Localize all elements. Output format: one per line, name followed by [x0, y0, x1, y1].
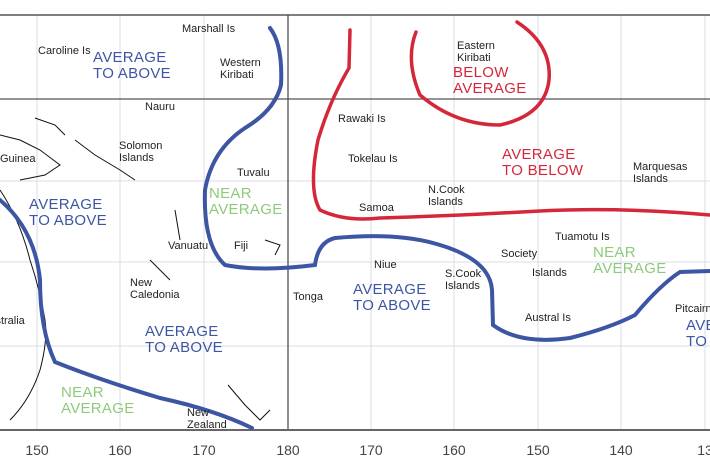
label-fiji: Fiji — [234, 240, 249, 252]
tick-label: 170 — [192, 442, 216, 458]
zone-average-to-below: AVERAGE TO BELOW — [502, 146, 584, 179]
tick-label: 13 — [697, 442, 710, 458]
coastlines — [0, 117, 281, 421]
zone-near-average-2: NEAR AVERAGE — [61, 384, 135, 417]
zone-average-to-above-4: AVERAGE TO ABOVE — [353, 281, 431, 314]
boundary-below — [311, 20, 710, 221]
tick-label: 170 — [359, 442, 383, 458]
label-western-kiribati: Western Kiribati — [220, 57, 261, 81]
graticule — [0, 15, 710, 430]
tick-label: 160 — [442, 442, 466, 458]
label-caroline: Caroline Is — [38, 45, 91, 57]
label-marquesas: Marquesas Islands — [633, 161, 688, 185]
boundary-above — [0, 26, 710, 430]
label-austral: Austral Is — [525, 312, 571, 324]
label-rawaki: Rawaki Is — [338, 113, 386, 125]
tick-label: 160 — [108, 442, 132, 458]
label-tuvalu: Tuvalu — [237, 167, 270, 179]
label-s-cook: S.Cook Islands — [445, 268, 482, 292]
label-marshall: Marshall Is — [182, 23, 236, 35]
zone-near-average-1: NEAR AVERAGE — [209, 185, 283, 218]
tick-label: 140 — [609, 442, 633, 458]
tick-label: 180 — [276, 442, 300, 458]
zone-near-average-3: NEAR AVERAGE — [593, 244, 667, 277]
label-vanuatu: Vanuatu — [168, 240, 209, 252]
zone-average-to-above-3: AVERAGE TO ABOVE — [145, 323, 223, 356]
label-eastern-kiribati: Eastern Kiribati — [457, 40, 495, 64]
label-tonga: Tonga — [293, 291, 323, 303]
label-society: Society — [501, 248, 538, 260]
label-new-caledonia: New Caledonia — [130, 277, 180, 301]
label-tuamotu: Tuamotu Is — [555, 231, 610, 243]
label-solomon: Solomon Islands — [119, 140, 163, 164]
zone-below-average: BELOW AVERAGE — [453, 64, 527, 97]
label-tokelau: Tokelau Is — [348, 153, 398, 165]
label-png: Guinea — [0, 153, 36, 165]
label-niue: Niue — [374, 259, 397, 271]
zone-average-to-above-1: AVERAGE TO ABOVE — [93, 49, 171, 82]
label-n-cook: N.Cook Islands — [428, 184, 465, 208]
tick-label: 150 — [25, 442, 49, 458]
label-society-islands: Islands — [532, 267, 567, 279]
label-samoa: Samoa — [359, 202, 394, 214]
tick-label: 150 — [526, 442, 550, 458]
label-australia: Australia — [0, 315, 25, 327]
label-nauru: Nauru — [145, 101, 175, 113]
label-new-zealand: New Zealand — [187, 407, 227, 431]
zone-average-to-above-2: AVERAGE TO ABOVE — [29, 196, 107, 229]
label-pitcairn: Pitcairn — [675, 303, 710, 315]
zone-average-to-above-5: AVE TO — [686, 317, 710, 350]
